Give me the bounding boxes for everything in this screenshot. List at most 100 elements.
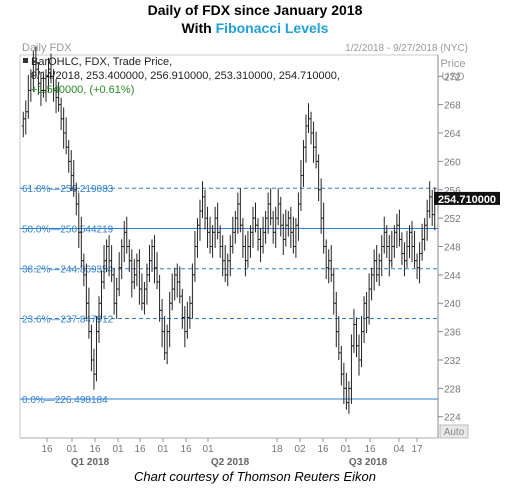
ohlc-bar <box>327 249 331 284</box>
date-tick-label: 16 <box>134 444 146 455</box>
date-tick-label: 01 <box>340 444 352 455</box>
ohlc-bar <box>94 316 98 382</box>
price-axis-ticks: 224 228 232 236 240 244 248 252 256 260 264 268 272 <box>438 72 461 424</box>
chart-title: Daily of FDX since January 2018 <box>147 2 363 18</box>
legend-values: 9/14/2018, 253.400000, 256.910000, 253.3… <box>31 70 340 82</box>
ohlc-bar <box>309 111 313 145</box>
ohlc-bars <box>21 46 437 414</box>
price-tick-label: 224 <box>444 413 461 424</box>
quarter-label: Q2 2018 <box>211 457 250 468</box>
ohlc-bar <box>395 213 399 248</box>
ohlc-bar <box>100 270 104 319</box>
ohlc-bar <box>418 242 422 284</box>
ohlc-bar <box>365 291 369 334</box>
ohlc-bar <box>218 225 222 258</box>
ohlc-bar <box>153 235 157 284</box>
ohlc-bar <box>307 103 311 134</box>
date-tick-label: 01 <box>157 444 169 455</box>
date-tick-label: 01 <box>66 444 78 455</box>
ohlc-bar <box>112 267 116 315</box>
ohlc-bar <box>155 252 159 290</box>
ohlc-bar <box>423 218 427 251</box>
ohlc-bar <box>370 267 374 301</box>
ohlc-bar <box>246 230 250 268</box>
ohlc-bar <box>150 239 154 273</box>
ohlc-bar <box>380 235 384 277</box>
ohlc-bar <box>198 199 202 241</box>
ohlc-bar <box>231 216 235 254</box>
ohlc-bar <box>339 345 343 386</box>
ohlc-bar <box>264 211 268 244</box>
ohlc-bar <box>256 218 260 251</box>
ohlc-bar <box>367 273 371 325</box>
ohlc-bar <box>387 235 391 277</box>
ohlc-bar <box>125 216 129 254</box>
ohlc-bar <box>62 107 66 149</box>
ohlc-bar <box>226 253 230 287</box>
date-tick-label: 01 <box>202 444 214 455</box>
date-tick-label: 01 <box>112 444 124 455</box>
ohlc-bar <box>92 348 96 390</box>
date-tick-label: 17 <box>411 444 423 455</box>
ohlc-bar <box>324 239 328 280</box>
last-price-marker: 254.710000 <box>434 191 500 206</box>
ohlc-bar <box>211 225 215 258</box>
date-tick-label: 16 <box>317 444 329 455</box>
quarter-label: Q3 2018 <box>349 457 388 468</box>
fib-label: 50.0%—250.544219 <box>22 224 114 235</box>
legend-change: +1.540000, (+0.61%) <box>31 84 134 96</box>
auto-scale-button[interactable] <box>439 424 469 439</box>
ohlc-bar <box>372 249 376 291</box>
ohlc-bar <box>279 196 283 237</box>
ohlc-bar <box>140 273 144 311</box>
ohlc-bar <box>115 277 119 319</box>
ohlc-bar <box>294 218 298 258</box>
ohlc-bar <box>405 230 409 268</box>
ohlc-bar <box>420 223 424 261</box>
ohlc-bar <box>145 263 149 305</box>
ohlc-bar <box>89 324 93 372</box>
ohlc-bar <box>132 259 136 290</box>
quarter-label: Q1 2018 <box>71 457 110 468</box>
ohlc-bar <box>347 381 351 414</box>
chart-credit: Chart courtesy of Thomson Reuters Eikon <box>133 469 377 484</box>
ohlc-bar <box>127 239 131 273</box>
price-tick-label: 240 <box>444 299 461 310</box>
ohlc-bar <box>329 245 333 282</box>
price-tick-label: 260 <box>444 157 461 168</box>
ohlc-bar <box>122 220 126 263</box>
ohlc-bar <box>110 245 114 282</box>
panel-name: Daily FDX <box>22 42 72 54</box>
ohlc-bar <box>193 230 197 282</box>
ohlc-bar <box>314 131 318 169</box>
ohlc-bar <box>402 242 406 277</box>
ohlc-bar <box>289 206 293 248</box>
ohlc-bar <box>276 188 280 226</box>
fib-label: 38.2%—244.869354 <box>22 265 114 276</box>
ohlc-bar <box>67 140 71 173</box>
ohlc-bar <box>400 232 404 265</box>
ohlc-bar <box>259 228 263 263</box>
ohlc-bar <box>344 372 348 410</box>
date-axis-ticks: 16 01 16 01 16 01 16 01 18 02 16 01 16 04 17 <box>41 438 423 455</box>
ohlc-bar <box>317 154 321 202</box>
ohlc-bar <box>178 266 182 304</box>
ohlc-bar <box>392 225 396 258</box>
ohlc-bar <box>165 324 169 365</box>
date-tick-label: 16 <box>89 444 101 455</box>
price-tick-label: 256 <box>444 186 461 197</box>
ohlc-bar <box>334 291 338 348</box>
ohlc-bar <box>291 216 295 254</box>
ohlc-bar <box>180 289 184 329</box>
ohlc-bar <box>375 245 379 282</box>
fibonacci-levels: 61.8%—256.219083 50.0%—250.544219 38.2%—24… <box>20 184 438 406</box>
ohlc-bar <box>360 316 364 368</box>
ohlc-bar <box>254 202 258 233</box>
ohlc-bar <box>147 245 151 282</box>
plot-frame <box>19 54 439 439</box>
date-tick-label: 18 <box>271 444 283 455</box>
fib-label: 0.0%—226.498184 <box>22 395 108 406</box>
currency-label: USD <box>441 71 464 83</box>
price-axis-title: Price <box>440 58 465 70</box>
